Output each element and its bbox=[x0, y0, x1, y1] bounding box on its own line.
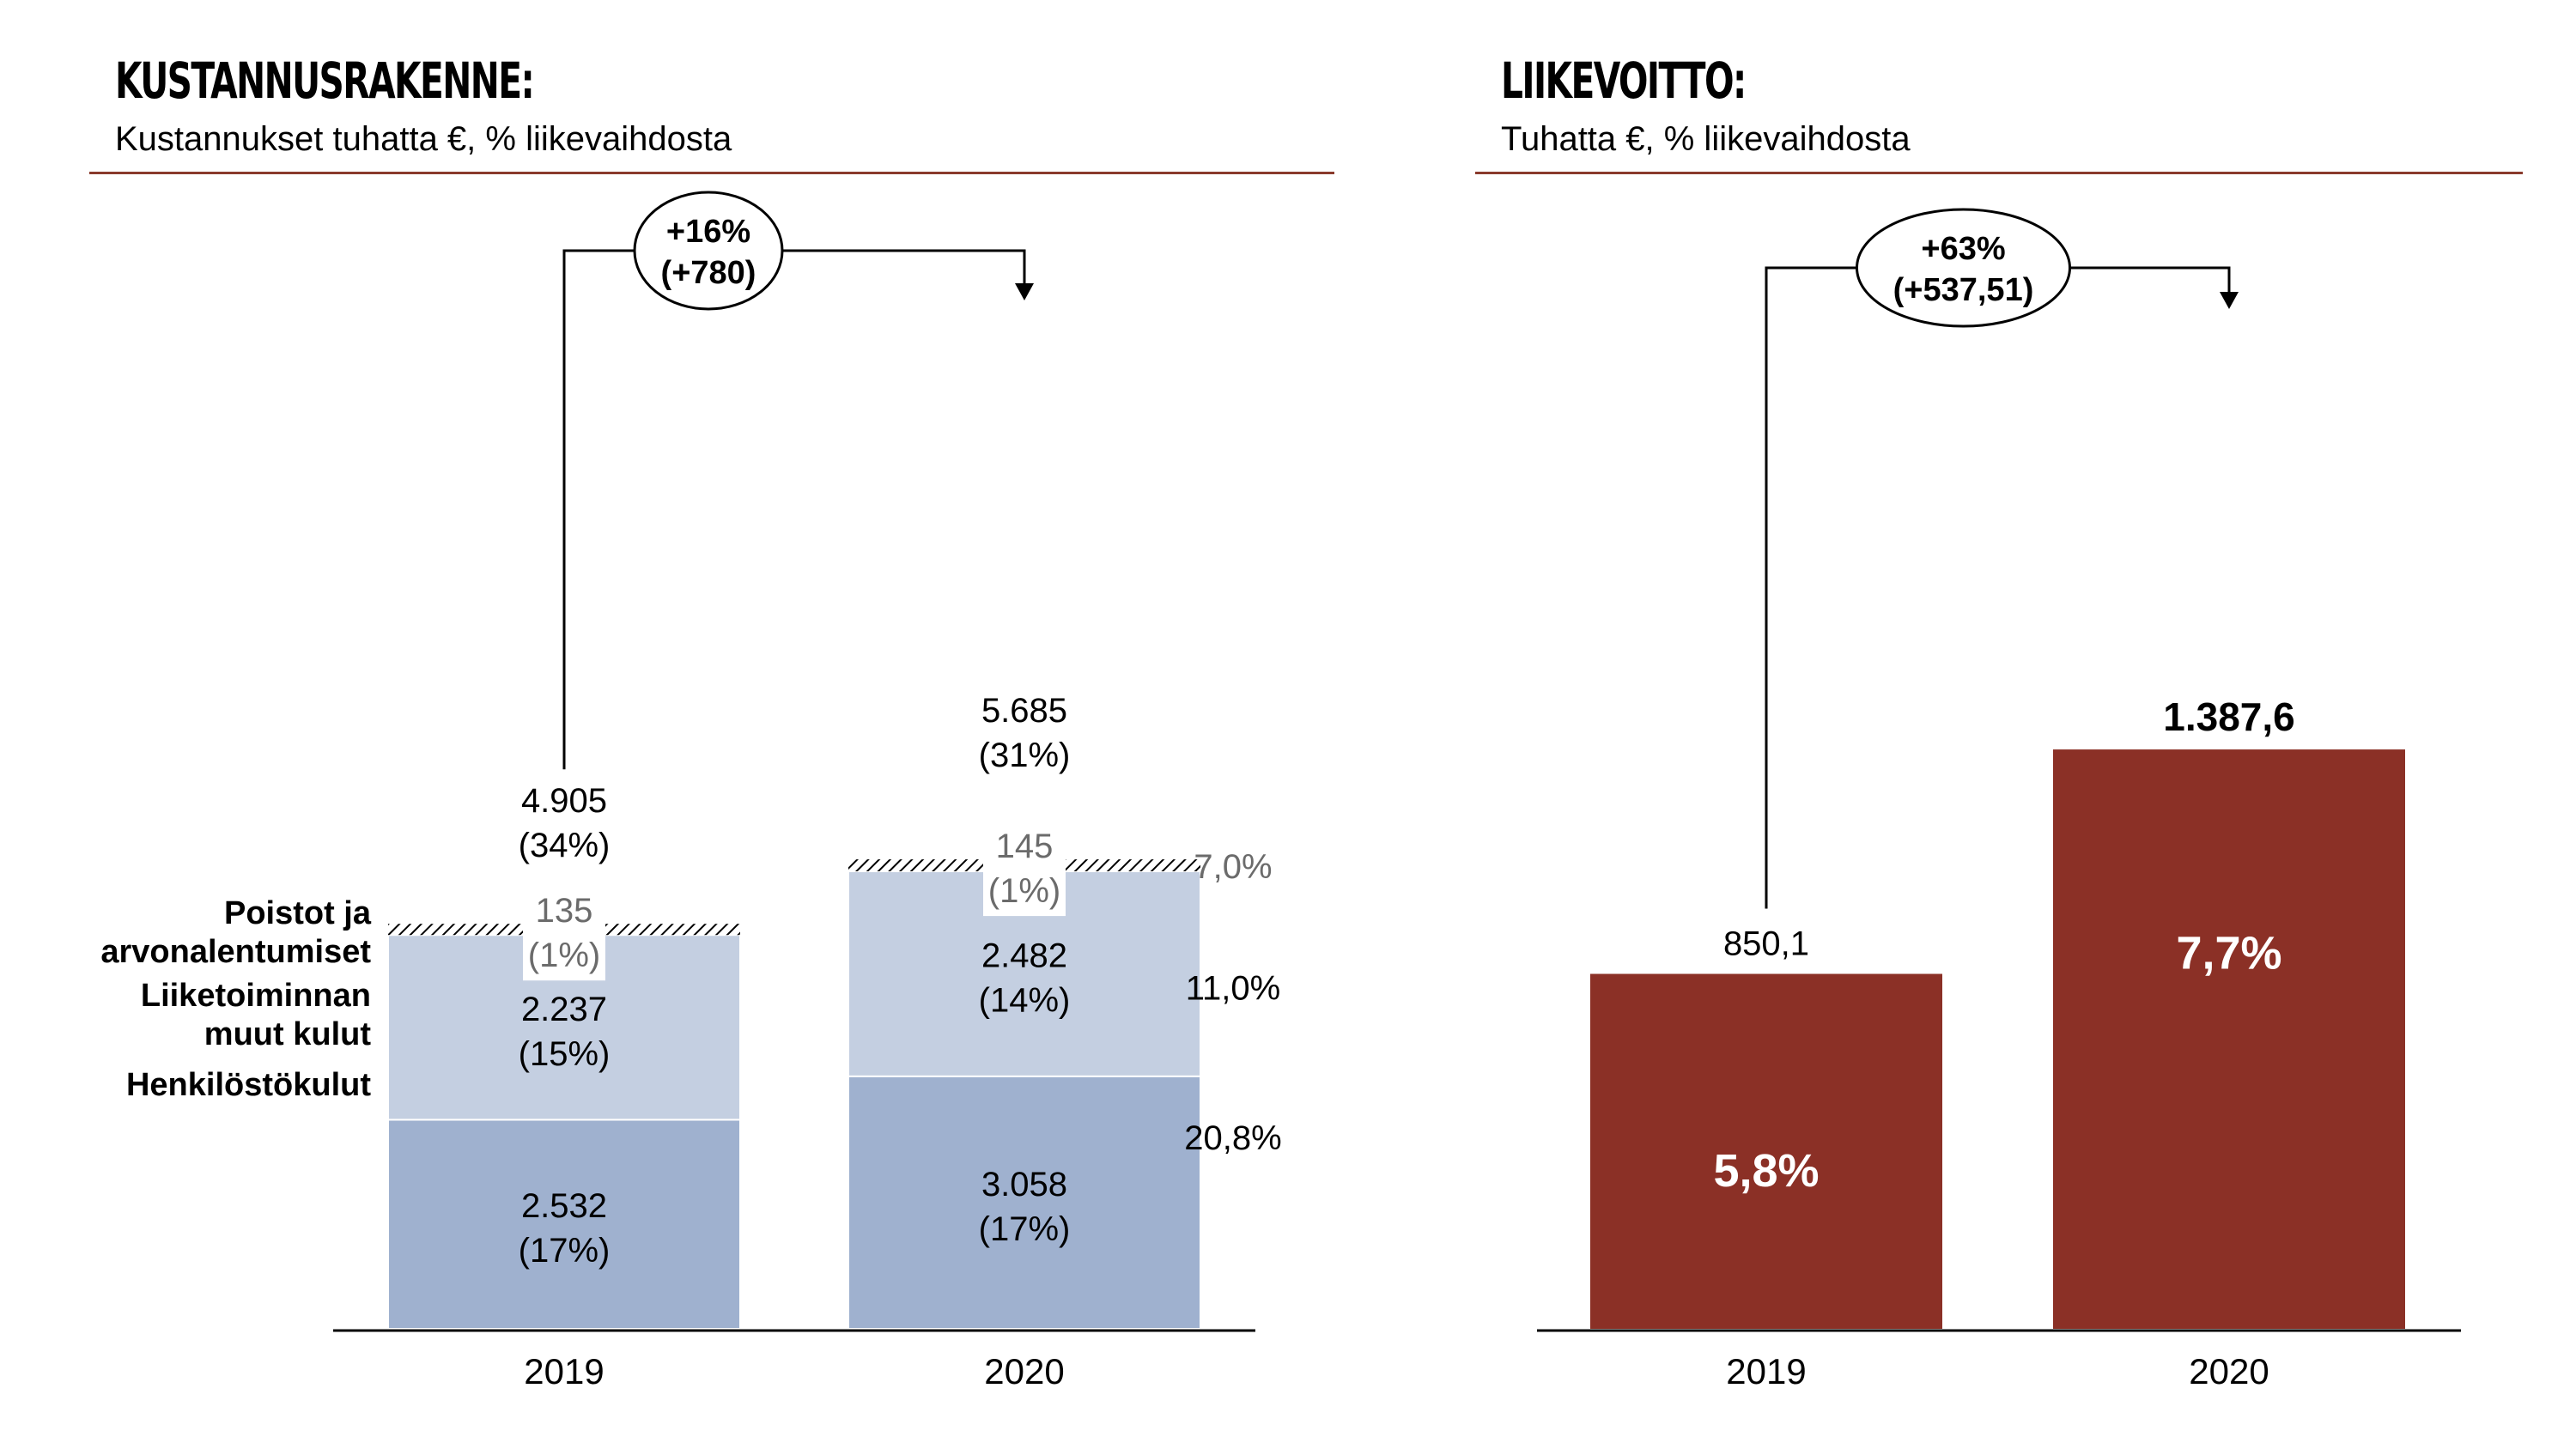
bar-segment bbox=[848, 1075, 1201, 1331]
left-panel-rule bbox=[89, 172, 1334, 174]
left-panel-title: KUSTANNUSRAKENNE: bbox=[115, 52, 535, 110]
profit-margin-label: 5,8% bbox=[1713, 1145, 1819, 1197]
total-pct-label: (31%) bbox=[979, 737, 1071, 774]
segment-pct-label: (17%) bbox=[979, 1210, 1071, 1248]
change-connector bbox=[562, 249, 1026, 770]
small-label-box bbox=[983, 834, 1066, 917]
cost-structure-chart: 2.532 (17%) 2.237 (15%) 135 (1%) 4.905 (34%) 201… bbox=[100, 191, 1282, 1391]
segment-value-label: 3.058 bbox=[981, 1166, 1067, 1203]
segment-pct-label: (15%) bbox=[519, 1035, 611, 1073]
growth-label: 7,0% bbox=[1194, 848, 1272, 886]
right-panel-rule bbox=[1475, 172, 2523, 174]
profit-value-label: 850,1 bbox=[1723, 925, 1809, 963]
bar-segment bbox=[387, 1119, 741, 1331]
growth-label: 20,8% bbox=[1184, 1119, 1281, 1157]
profit-margin-label: 7,7% bbox=[2176, 928, 2281, 979]
left-panel-subtitle: Kustannukset tuhatta €, % liikevaihdosta bbox=[115, 120, 732, 158]
segment-pct-label: (1%) bbox=[988, 872, 1060, 910]
segment-pct-label: (1%) bbox=[528, 937, 600, 974]
total-value-label: 4.905 bbox=[521, 782, 607, 820]
operating-profit-chart: 850,1 5,8% 2019 1.387,6 7,7% 2020 +63% (+537,51… bbox=[1537, 208, 2461, 1391]
change-abs-label: (+537,51) bbox=[1893, 272, 2034, 308]
profit-bar bbox=[1590, 973, 1942, 1329]
category-label: 2020 bbox=[2189, 1351, 2269, 1391]
category-label: 2020 bbox=[984, 1351, 1064, 1391]
segment-value-label: 135 bbox=[536, 892, 593, 930]
small-label-box bbox=[523, 898, 605, 981]
category-label: 2019 bbox=[524, 1351, 604, 1391]
change-ellipse bbox=[633, 191, 784, 311]
series-name-label: Henkilöstökulut bbox=[126, 1067, 371, 1103]
total-pct-label: (34%) bbox=[519, 827, 611, 864]
growth-label: 11,0% bbox=[1186, 969, 1280, 1007]
right-panel-subtitle: Tuhatta €, % liikevaihdosta bbox=[1501, 120, 1911, 158]
change-pct-label: +16% bbox=[666, 214, 750, 250]
change-pct-label: +63% bbox=[1921, 231, 2005, 267]
category-label: 2019 bbox=[1726, 1351, 1806, 1391]
segment-value-label: 2.482 bbox=[981, 937, 1067, 974]
segment-value-label: 2.532 bbox=[521, 1187, 607, 1225]
change-arrowhead bbox=[1015, 283, 1034, 300]
change-abs-label: (+780) bbox=[661, 255, 756, 291]
series-name-label: arvonalentumiset bbox=[100, 934, 371, 970]
profit-bar bbox=[2053, 749, 2405, 1329]
change-ellipse bbox=[1856, 208, 2071, 328]
segment-value-label: 145 bbox=[996, 828, 1054, 865]
series-name-label: Poistot ja bbox=[224, 895, 372, 931]
segment-pct-label: (17%) bbox=[519, 1232, 611, 1270]
profit-value-label: 1.387,6 bbox=[2163, 694, 2294, 739]
right-panel-title: LIIKEVOITTO: bbox=[1501, 52, 1747, 110]
total-value-label: 5.685 bbox=[981, 692, 1067, 730]
segment-value-label: 2.237 bbox=[521, 991, 607, 1028]
change-arrowhead bbox=[2220, 292, 2239, 309]
series-name-label: muut kulut bbox=[204, 1016, 372, 1052]
segment-pct-label: (14%) bbox=[979, 981, 1071, 1019]
series-name-label: Liiketoiminnan bbox=[141, 978, 371, 1014]
